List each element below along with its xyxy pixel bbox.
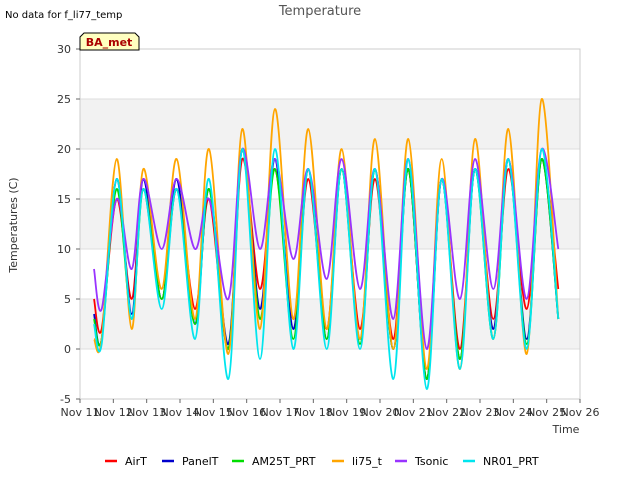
x-tick-label: Nov 19 bbox=[327, 406, 366, 419]
x-tick-label: Nov 12 bbox=[94, 406, 133, 419]
y-tick-label: 25 bbox=[57, 93, 71, 106]
plot-band bbox=[80, 99, 580, 149]
x-tick-label: Nov 25 bbox=[527, 406, 566, 419]
y-tick-label: -5 bbox=[60, 393, 71, 406]
legend-label: li75_t bbox=[352, 455, 383, 468]
legend-label: AirT bbox=[125, 455, 147, 468]
legend-item: Tsonic bbox=[395, 455, 448, 468]
y-tick-label: 30 bbox=[57, 43, 71, 56]
x-tick-label: Nov 22 bbox=[427, 406, 466, 419]
station-badge-box bbox=[79, 32, 140, 51]
legend-item: NR01_PRT bbox=[463, 455, 539, 468]
series-line-tsonic bbox=[93, 148, 560, 350]
legend-label: Tsonic bbox=[414, 455, 448, 468]
y-tick-label: 15 bbox=[57, 193, 71, 206]
series-lines bbox=[93, 98, 560, 390]
station-badge: BA_met bbox=[79, 32, 140, 51]
x-tick-label: Nov 14 bbox=[161, 406, 200, 419]
chart-title: Temperature bbox=[278, 4, 361, 19]
y-tick-label: 5 bbox=[64, 293, 71, 306]
x-tick-label: Nov 23 bbox=[461, 406, 500, 419]
plot-frame bbox=[79, 48, 581, 400]
x-tick-label: Nov 13 bbox=[127, 406, 166, 419]
legend-item: AirT bbox=[105, 455, 147, 468]
x-tick-label: Nov 11 bbox=[61, 406, 100, 419]
x-tick-label: Nov 16 bbox=[227, 406, 266, 419]
y-tick-label: 20 bbox=[57, 143, 71, 156]
y-tick-label: 0 bbox=[64, 343, 71, 356]
station-badge-label: BA_met bbox=[86, 36, 133, 49]
legend: AirT PanelT AM25T_PRT li75_t Tsonic NR01_PRT bbox=[105, 455, 539, 468]
y-tick-label: 10 bbox=[57, 243, 71, 256]
x-axis-label: Time bbox=[552, 423, 580, 436]
legend-item: li75_t bbox=[332, 455, 383, 468]
y-axis-label: Temperatures (C) bbox=[7, 177, 20, 273]
legend-item: PanelT bbox=[162, 455, 219, 468]
plot-band bbox=[80, 199, 580, 249]
legend-item: AM25T_PRT bbox=[232, 455, 316, 468]
series-line-nr01-prt bbox=[93, 148, 560, 390]
legend-label: AM25T_PRT bbox=[252, 455, 316, 468]
legend-label: PanelT bbox=[182, 455, 219, 468]
x-tick-label: Nov 24 bbox=[494, 406, 533, 419]
x-tick-label: Nov 17 bbox=[261, 406, 300, 419]
y-axis: -5 0 5 10 15 20 25 30 bbox=[57, 43, 80, 406]
x-tick-label: Nov 26 bbox=[561, 406, 600, 419]
legend-label: NR01_PRT bbox=[483, 455, 539, 468]
x-tick-label: Nov 21 bbox=[394, 406, 433, 419]
x-tick-label: Nov 18 bbox=[294, 406, 333, 419]
x-tick-label: Nov 15 bbox=[194, 406, 233, 419]
no-data-note: No data for f_li77_temp bbox=[5, 10, 122, 21]
x-tick-label: Nov 20 bbox=[361, 406, 400, 419]
series-line-li75-t bbox=[93, 98, 560, 370]
